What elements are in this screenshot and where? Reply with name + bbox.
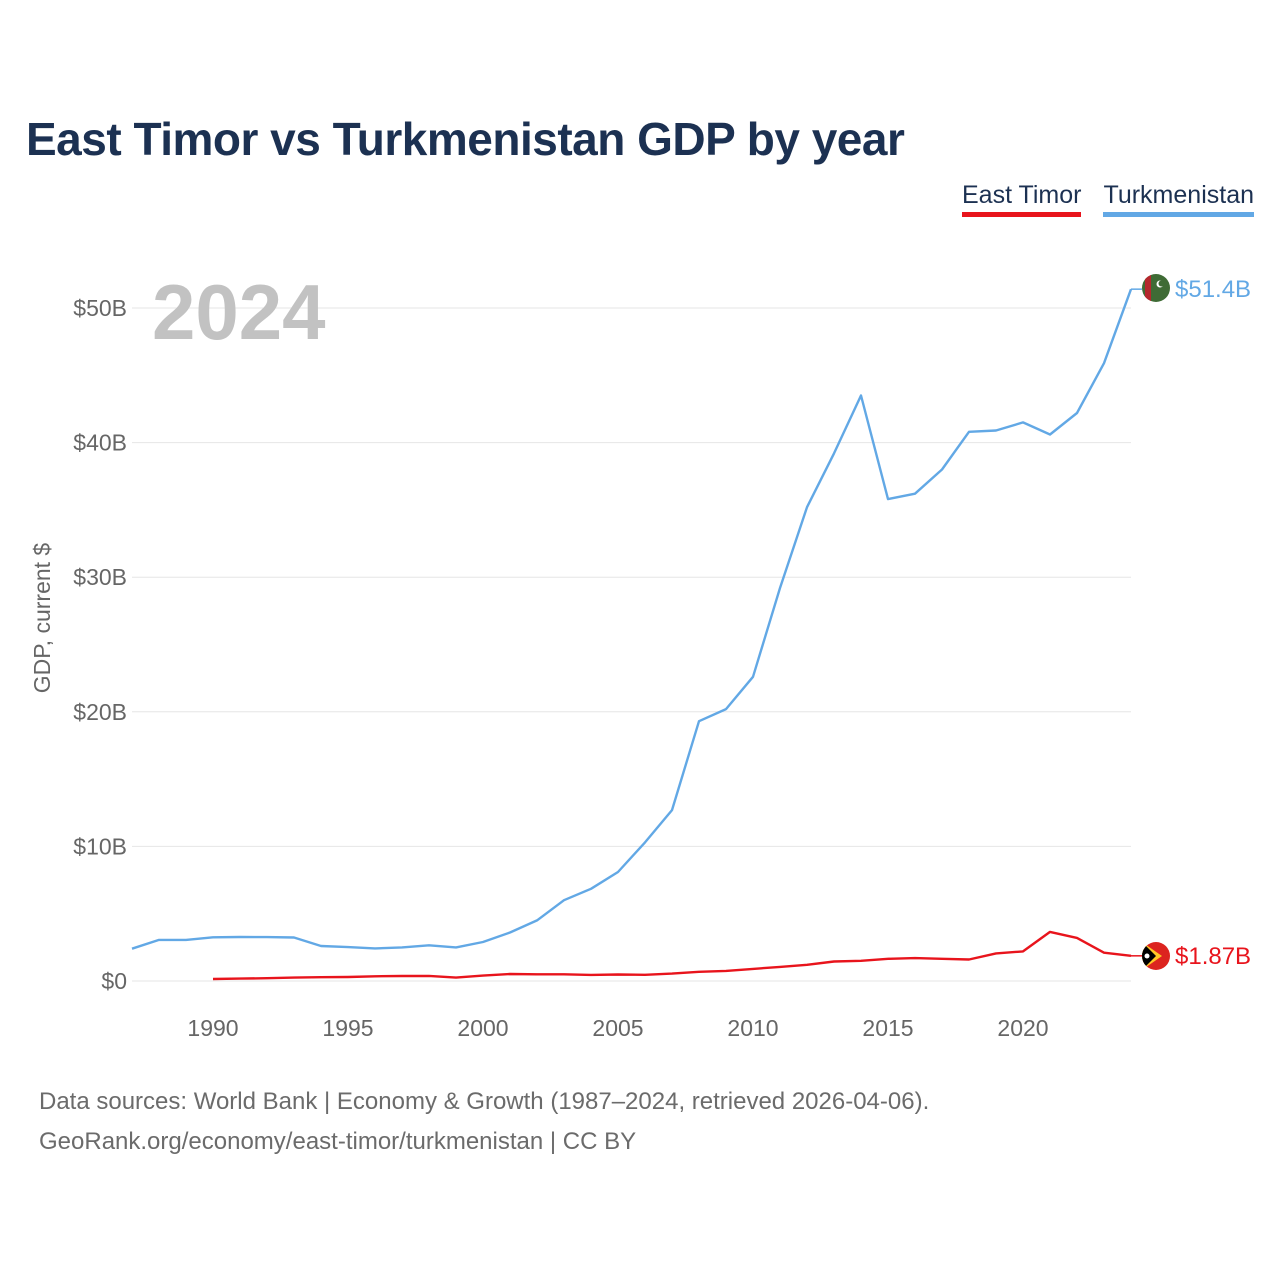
x-tick-label: 2015 — [862, 1015, 913, 1041]
x-tick-label: 1990 — [187, 1015, 238, 1041]
y-tick-label: $20B — [73, 699, 127, 725]
x-tick-label: 1995 — [322, 1015, 373, 1041]
x-tick-label: 2020 — [997, 1015, 1048, 1041]
footer: Data sources: World Bank | Economy & Gro… — [39, 1082, 929, 1162]
grid-lines — [132, 307, 1131, 982]
series-line-turkmenistan — [131, 288, 1133, 950]
end-value-label-turkmenistan: $51.4B — [1175, 276, 1251, 303]
y-axis-label: GDP, current $ — [29, 543, 55, 694]
east-timor-flag-icon — [1142, 942, 1170, 970]
x-tick-label: 2010 — [727, 1015, 778, 1041]
footer-sources: Data sources: World Bank | Economy & Gro… — [39, 1088, 930, 1115]
end-value-label-east-timor: $1.87B — [1175, 943, 1251, 970]
y-axis-ticks: $0 $10B $20B $30B $40B $50B — [73, 295, 127, 994]
chart-title: East Timor vs Turkmenistan GDP by year — [26, 113, 905, 165]
y-tick-label: $40B — [73, 430, 127, 456]
x-tick-label: 2005 — [592, 1015, 643, 1041]
legend-item-east-timor[interactable]: East Timor — [962, 180, 1082, 217]
end-labels: $51.4B $1.87B — [1131, 276, 1251, 970]
series-lines — [131, 288, 1133, 981]
y-tick-label: $10B — [73, 833, 127, 859]
legend: East Timor Turkmenistan — [962, 180, 1254, 217]
turkmenistan-flag-icon — [1142, 274, 1170, 302]
year-label: 2024 — [152, 268, 326, 356]
x-axis-ticks: 1990 1995 2000 2005 2010 2015 2020 — [187, 1015, 1048, 1041]
chart-plot: $0 $10B $20B $30B $40B $50B 1990 1995 2000 2005 2… — [29, 268, 1251, 1041]
y-tick-label: $50B — [73, 295, 127, 321]
x-tick-label: 2000 — [457, 1015, 508, 1041]
y-tick-label: $30B — [73, 564, 127, 590]
y-tick-label: $0 — [101, 968, 127, 994]
legend-item-turkmenistan[interactable]: Turkmenistan — [1103, 180, 1254, 217]
footer-link[interactable]: GeoRank.org/economy/east-timor/turkmenis… — [39, 1128, 637, 1155]
series-line-east-timor — [212, 930, 1132, 981]
